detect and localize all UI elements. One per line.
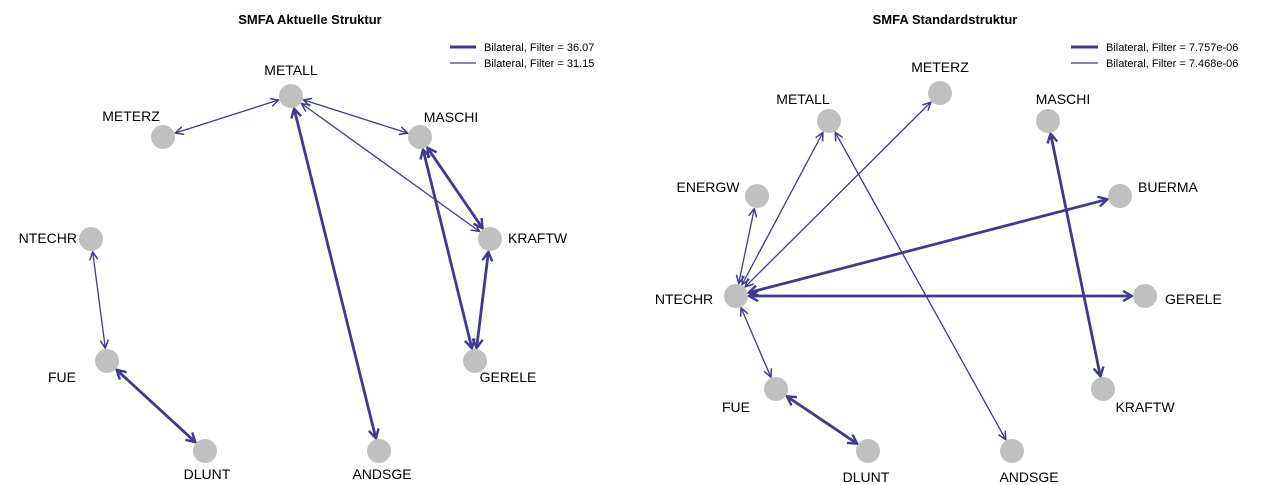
node-gerele [1133,284,1157,308]
node-gerele [463,349,487,373]
edge-maschi-gerele [423,150,472,349]
edge-ntechr-buerma [749,199,1108,292]
panel-title: SMFA Standardstruktur [873,12,1018,27]
edge-group [93,100,489,442]
node-energw [745,184,769,208]
node-label-ntechr: NTECHR [19,230,77,246]
node-label-fue: FUE [48,369,76,385]
node-label-maschi: MASCHI [424,109,478,125]
node-label-metall: METALL [776,91,830,107]
node-andsge [1000,439,1024,463]
node-group: METALL METERZ MASCHI KRAFTW NTECHR FUE GERELE D… [19,62,568,482]
edge-ntechr-metall [742,133,823,285]
node-ntechr [724,284,748,308]
node-label-dlunt: DLUNT [184,466,231,482]
node-dlunt [856,439,880,463]
node-andsge [367,439,391,463]
node-kraftw [478,227,502,251]
node-maschi [408,125,432,149]
node-meterz [928,81,952,105]
edge-maschi-kraftw [427,148,482,229]
node-kraftw [1091,377,1115,401]
node-fue [95,349,119,373]
edge-ntechr-fue [741,308,771,377]
node-label-energw: ENERGW [677,179,741,195]
node-dlunt [193,439,217,463]
node-label-maschi: MASCHI [1036,91,1090,107]
node-label-kraftw: KRAFTW [508,230,568,246]
node-label-andsge: ANDSGE [352,466,411,482]
legend-label-thick: Bilateral, Filter = 7.757e-06 [1106,42,1238,54]
edge-kraftw-gerele [477,252,489,348]
node-ntechr [79,227,103,251]
node-label-meterz: METERZ [911,59,969,75]
node-label-andsge: ANDSGE [999,469,1058,485]
panel-standardstruktur: SMFA Standardstruktur Bilateral, Filter … [655,12,1239,485]
node-label-ntechr: NTECHR [655,291,713,307]
node-fue [764,377,788,401]
node-label-metall: METALL [264,62,318,78]
legend-label-thick: Bilateral, Filter = 36.07 [484,42,594,54]
legend-label-thin: Bilateral, Filter = 7.468e-06 [1106,58,1238,70]
panel-aktuelle-struktur: SMFA Aktuelle Struktur Bilateral, Filter… [19,12,595,482]
node-metall [279,84,303,108]
edge-ntechr-fue [93,252,106,348]
node-label-kraftw: KRAFTW [1115,399,1175,415]
panel-title: SMFA Aktuelle Struktur [238,12,382,27]
node-label-dlunt: DLUNT [843,469,890,485]
edge-ntechr-meterz [745,102,931,287]
edge-group [739,102,1132,444]
node-label-fue: FUE [722,399,750,415]
legend: Bilateral, Filter = 7.757e-06 Bilateral,… [1071,42,1238,70]
node-metall [817,109,841,133]
edge-metall-meterz [175,100,278,133]
node-label-gerele: GERELE [1165,291,1222,307]
node-group: METERZ METALL MASCHI ENERGW BUERMA NTECHR GERE… [655,59,1222,485]
node-maschi [1036,109,1060,133]
edge-metall-andsge [294,109,376,439]
node-label-gerele: GERELE [480,369,537,385]
edge-fue-dlunt [117,370,196,442]
legend: Bilateral, Filter = 36.07 Bilateral, Fil… [450,42,594,70]
legend-label-thin: Bilateral, Filter = 31.15 [484,58,594,70]
node-label-meterz: METERZ [102,108,160,124]
edge-ntechr-energw [739,209,755,284]
node-meterz [151,125,175,149]
edge-metall-andsge [835,132,1005,439]
edge-maschi-kraftw [1051,134,1101,377]
node-label-buerma: BUERMA [1138,179,1199,195]
node-buerma [1108,184,1132,208]
edge-fue-dlunt [787,396,857,443]
